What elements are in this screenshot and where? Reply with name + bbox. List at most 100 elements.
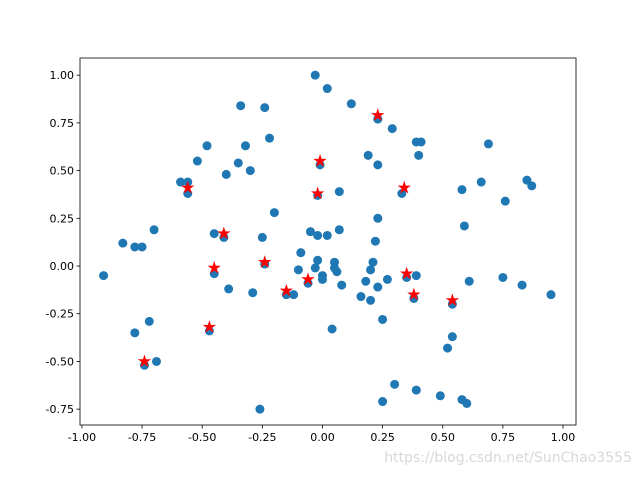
point bbox=[236, 101, 246, 111]
point bbox=[151, 356, 161, 366]
star-point bbox=[400, 266, 414, 280]
point bbox=[464, 276, 474, 286]
point bbox=[137, 242, 147, 252]
star-point bbox=[137, 354, 152, 368]
point bbox=[224, 284, 234, 294]
point bbox=[255, 404, 265, 414]
point bbox=[390, 379, 400, 389]
point bbox=[322, 84, 332, 94]
point bbox=[130, 242, 140, 252]
point bbox=[99, 271, 109, 281]
point bbox=[192, 156, 202, 166]
point bbox=[209, 229, 219, 239]
x-tick-label: -0.50 bbox=[188, 431, 216, 444]
x-tick-label: -0.75 bbox=[128, 431, 156, 444]
point bbox=[527, 181, 537, 191]
point bbox=[317, 274, 327, 284]
point bbox=[310, 263, 320, 273]
point bbox=[373, 160, 383, 170]
point bbox=[334, 187, 344, 197]
x-tick-label: -1.00 bbox=[68, 431, 96, 444]
x-tick-label: 0.25 bbox=[370, 431, 395, 444]
point bbox=[265, 133, 275, 143]
point bbox=[332, 267, 342, 277]
point bbox=[144, 316, 154, 326]
point bbox=[370, 236, 380, 246]
star-point bbox=[407, 287, 421, 301]
point bbox=[517, 280, 527, 290]
point bbox=[411, 271, 421, 281]
y-tick-label: -0.25 bbox=[46, 308, 74, 321]
point bbox=[296, 248, 306, 258]
point bbox=[459, 221, 469, 231]
axes-frame bbox=[79, 57, 577, 426]
star-point bbox=[279, 283, 294, 297]
star-point bbox=[207, 260, 221, 274]
point bbox=[411, 385, 421, 395]
point bbox=[313, 230, 323, 240]
y-tick-label: -0.50 bbox=[46, 355, 74, 368]
plot-area bbox=[99, 70, 556, 414]
star-point bbox=[181, 180, 195, 194]
point bbox=[457, 185, 467, 195]
point bbox=[176, 177, 186, 187]
y-tick-label: 0.75 bbox=[50, 117, 75, 130]
point bbox=[240, 141, 250, 151]
point bbox=[248, 288, 258, 298]
point bbox=[260, 103, 270, 113]
point bbox=[387, 124, 397, 134]
point bbox=[289, 290, 299, 300]
point bbox=[202, 141, 212, 151]
point bbox=[447, 332, 457, 342]
star-point bbox=[371, 108, 385, 121]
star-point bbox=[301, 272, 315, 286]
point bbox=[337, 280, 347, 290]
y-tick-label: 1.00 bbox=[50, 69, 75, 82]
point bbox=[414, 150, 424, 160]
point bbox=[546, 290, 556, 300]
point bbox=[257, 232, 267, 242]
point bbox=[476, 177, 486, 187]
x-tick-label: -0.25 bbox=[248, 431, 276, 444]
point bbox=[462, 398, 472, 408]
point bbox=[305, 227, 315, 237]
y-tick-label: 0.00 bbox=[50, 260, 75, 273]
y-tick-label: 0.25 bbox=[50, 212, 75, 225]
point bbox=[130, 328, 140, 338]
star-point bbox=[202, 320, 217, 333]
y-tick-label: -0.75 bbox=[46, 403, 74, 416]
point bbox=[322, 230, 332, 240]
point bbox=[346, 99, 356, 109]
point bbox=[334, 225, 344, 235]
x-tick-label: 1.00 bbox=[551, 431, 576, 444]
point bbox=[498, 272, 508, 282]
point bbox=[435, 391, 445, 401]
point bbox=[500, 196, 510, 206]
star-point bbox=[445, 293, 460, 307]
star-point bbox=[258, 255, 272, 268]
point bbox=[233, 158, 243, 168]
point bbox=[397, 189, 407, 199]
point bbox=[269, 208, 279, 218]
point bbox=[221, 169, 231, 179]
point bbox=[327, 324, 337, 334]
point bbox=[366, 295, 376, 305]
star-point bbox=[313, 154, 327, 167]
point bbox=[361, 276, 371, 286]
point bbox=[310, 70, 320, 80]
point bbox=[378, 397, 388, 407]
point bbox=[483, 139, 493, 149]
point bbox=[356, 292, 366, 302]
x-tick-label: 0.00 bbox=[310, 431, 335, 444]
point bbox=[373, 213, 383, 223]
x-tick-label: 0.50 bbox=[430, 431, 455, 444]
point bbox=[373, 282, 383, 292]
point bbox=[416, 137, 426, 147]
x-tick-label: 0.75 bbox=[491, 431, 516, 444]
point bbox=[366, 265, 376, 275]
star-point bbox=[217, 226, 231, 240]
point bbox=[313, 255, 323, 265]
point bbox=[368, 257, 378, 267]
